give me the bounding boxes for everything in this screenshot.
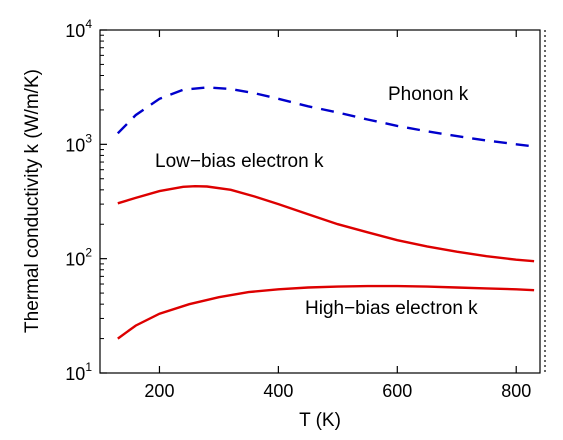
y-tick-label: 104 [65, 17, 92, 41]
series-phonon-line [116, 86, 535, 148]
annotation-low-bias: Low−bias electron k [155, 151, 324, 172]
x-tick-label: 800 [501, 381, 531, 401]
x-tick-label: 400 [263, 381, 293, 401]
annotation-phonon: Phonon k [388, 84, 469, 105]
annotation-high-bias: High−bias electron k [305, 298, 478, 319]
y-tick-label: 102 [65, 246, 92, 270]
plot-frame [99, 29, 541, 374]
x-axis-label: T (K) [299, 410, 341, 431]
x-tick-label: 600 [382, 381, 412, 401]
series-low-bias-line [117, 184, 535, 263]
series-high-bias-line [117, 284, 535, 340]
y-axis-label: Thermal conductivity k (W/m/K) [22, 69, 43, 333]
tick-layer: 200 400 600 800 101 102 103 104 [65, 17, 531, 401]
series-layer [116, 86, 535, 340]
y-tick-label: 103 [65, 131, 92, 155]
x-tick-label: 200 [144, 381, 174, 401]
y-tick-label: 101 [65, 360, 92, 384]
